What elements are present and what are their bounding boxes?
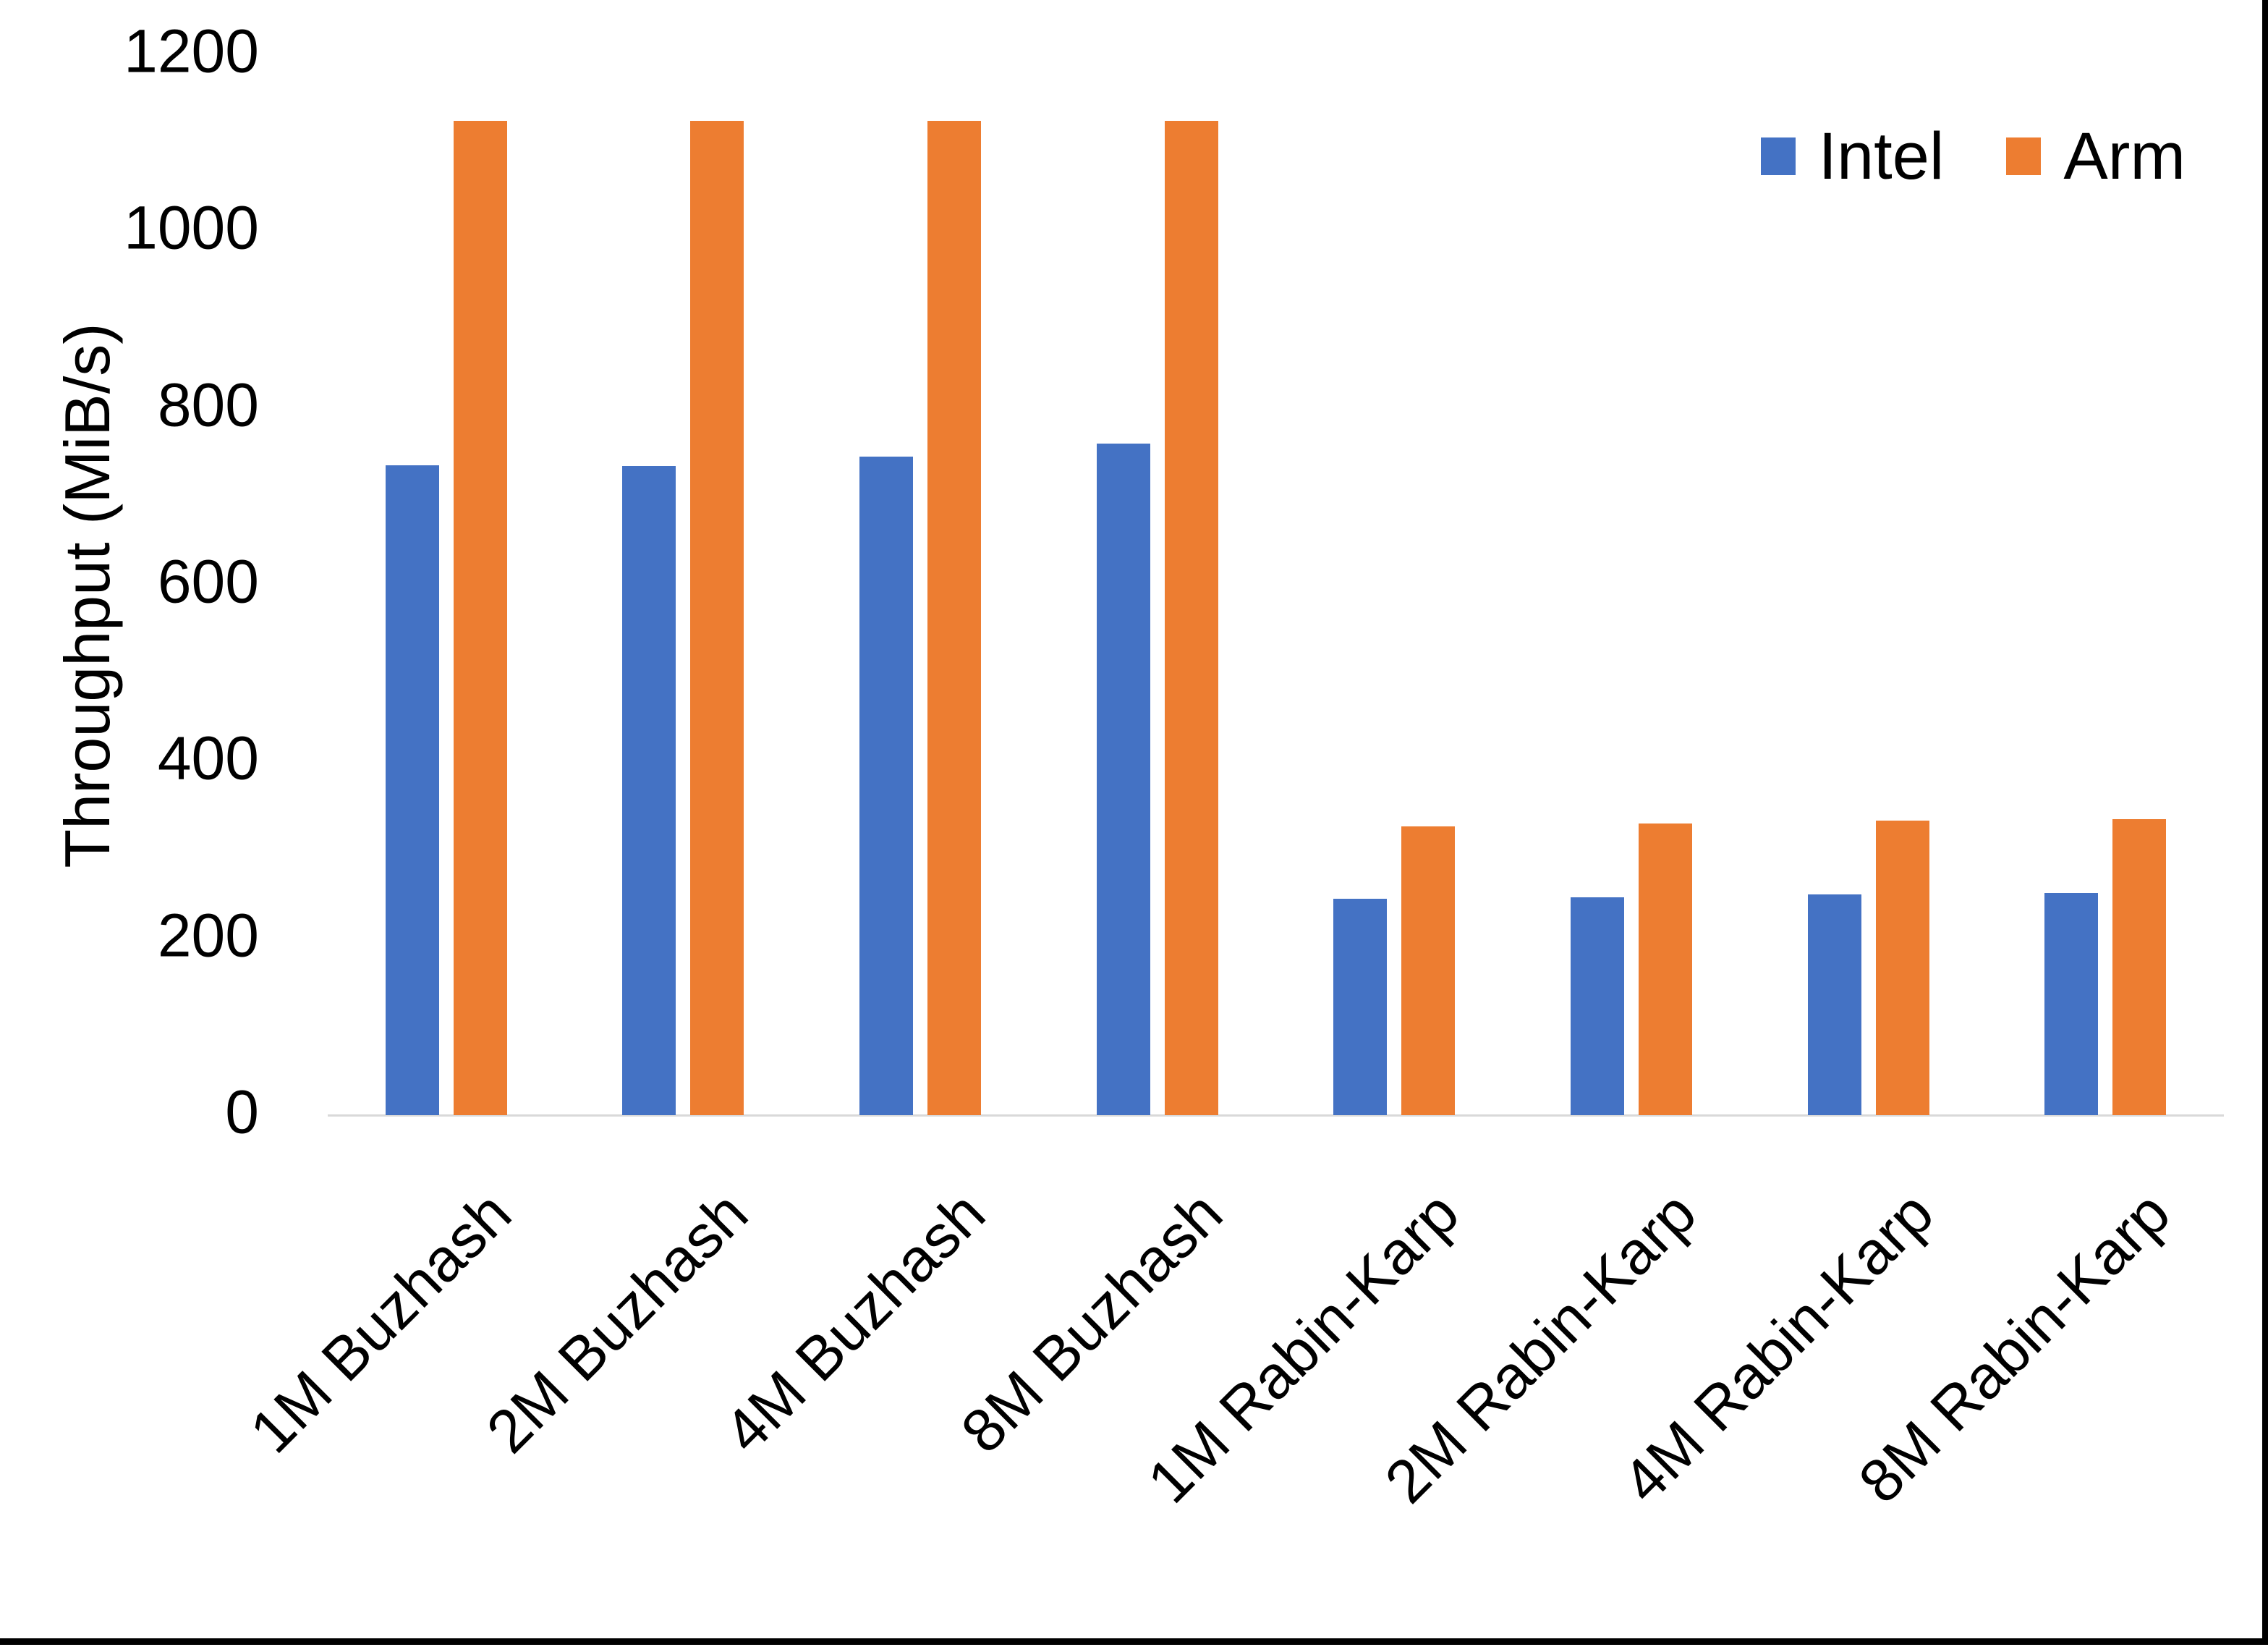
legend-item-intel: Intel xyxy=(1761,123,1944,190)
x-label-4m-buzhash: 4M Buzhash xyxy=(710,1178,998,1466)
legend: Intel Arm xyxy=(1761,122,2186,191)
page-edge-right xyxy=(2262,0,2268,1645)
plot-area xyxy=(328,54,2224,1117)
bar-intel-1m-buzhash xyxy=(385,465,439,1115)
bar-arm-2m-rabin-karp xyxy=(1638,824,1692,1115)
bar-group-1m-buzhash xyxy=(385,54,507,1115)
bar-intel-4m-buzhash xyxy=(859,457,914,1115)
bar-intel-2m-buzhash xyxy=(622,466,676,1115)
y-tick-1200: 1200 xyxy=(124,17,259,85)
bar-arm-4m-rabin-karp xyxy=(1875,821,1929,1115)
bar-group-2m-rabin-karp xyxy=(1570,54,1692,1115)
y-tick-600: 600 xyxy=(157,547,259,616)
legend-label-intel: Intel xyxy=(1818,119,1945,193)
y-tick-200: 200 xyxy=(157,901,259,970)
bar-group-4m-rabin-karp xyxy=(1807,54,1929,1115)
bar-arm-8m-buzhash xyxy=(1164,121,1218,1115)
bar-group-4m-buzhash xyxy=(859,54,982,1115)
legend-label-arm: Arm xyxy=(2063,119,2186,193)
bar-intel-1m-rabin-karp xyxy=(1333,899,1388,1115)
x-label-2m-buzhash: 2M Buzhash xyxy=(473,1178,761,1466)
legend-item-arm: Arm xyxy=(2006,123,2186,190)
x-label-1m-buzhash: 1M Buzhash xyxy=(237,1178,524,1466)
bar-intel-8m-rabin-karp xyxy=(2044,893,2099,1115)
bar-arm-2m-buzhash xyxy=(690,121,744,1115)
bar-arm-8m-rabin-karp xyxy=(2112,819,2167,1115)
bar-arm-1m-rabin-karp xyxy=(1401,826,1456,1115)
bar-arm-1m-buzhash xyxy=(453,121,507,1115)
x-label-8m-rabin-karp: 8M Rabin-Karp xyxy=(1846,1178,2183,1516)
y-tick-800: 800 xyxy=(157,371,259,439)
y-tick-1000: 1000 xyxy=(124,193,259,262)
legend-swatch-intel xyxy=(1761,137,1796,175)
bar-intel-2m-rabin-karp xyxy=(1570,897,1624,1115)
legend-swatch-arm xyxy=(2006,137,2042,175)
bar-group-8m-rabin-karp xyxy=(2044,54,2167,1115)
y-tick-0: 0 xyxy=(225,1077,259,1146)
bar-group-8m-buzhash xyxy=(1096,54,1218,1115)
y-tick-400: 400 xyxy=(157,724,259,792)
page-edge-bottom xyxy=(0,1638,2268,1645)
x-label-4m-rabin-karp: 4M Rabin-Karp xyxy=(1608,1178,1946,1516)
bar-arm-4m-buzhash xyxy=(927,121,982,1115)
x-label-2m-rabin-karp: 2M Rabin-Karp xyxy=(1372,1178,1710,1516)
bar-group-2m-buzhash xyxy=(622,54,744,1115)
x-label-8m-buzhash: 8M Buzhash xyxy=(948,1178,1235,1466)
bar-group-1m-rabin-karp xyxy=(1333,54,1456,1115)
bar-intel-4m-rabin-karp xyxy=(1807,894,1861,1115)
bar-intel-8m-buzhash xyxy=(1096,444,1150,1115)
x-axis-line xyxy=(328,1114,2224,1117)
x-label-1m-rabin-karp: 1M Rabin-Karp xyxy=(1134,1178,1472,1516)
